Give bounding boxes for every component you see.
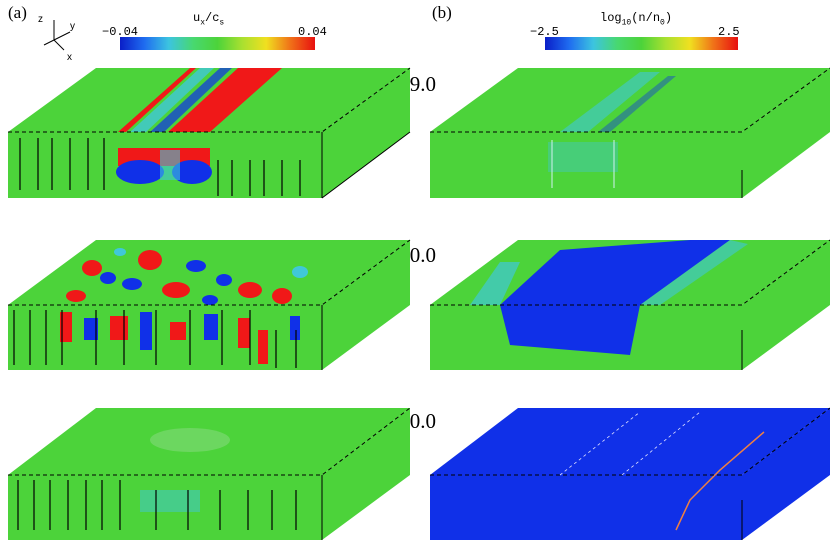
colorbar-b-min: −2.5 xyxy=(530,25,559,39)
colorbar-b-title: log10(n/n0) xyxy=(600,11,673,28)
colorbar-a-gradient xyxy=(120,37,315,50)
colorbar-b-gradient xyxy=(545,37,738,50)
axis-z-label: z xyxy=(38,14,43,25)
slab-a-2 xyxy=(8,239,411,370)
slab-b-2 xyxy=(430,239,830,370)
slab-b-1 xyxy=(430,67,830,198)
slab-b-3 xyxy=(430,407,830,540)
panel-a-label: (a) xyxy=(8,3,27,22)
colorbar-a-title: ux/cs xyxy=(193,11,225,28)
axis-x-label: x xyxy=(67,52,72,62)
axis-y-label: y xyxy=(70,21,75,32)
panel-b-label: (b) xyxy=(432,3,452,22)
slab-a-3 xyxy=(8,407,411,540)
colorbar-a-max: 0.04 xyxy=(298,25,327,39)
axes-triad: z y x xyxy=(38,14,75,62)
colorbar-b-max: 2.5 xyxy=(718,25,740,39)
slab-a-1 xyxy=(8,67,411,199)
colorbar-a-min: −0.04 xyxy=(102,25,139,39)
